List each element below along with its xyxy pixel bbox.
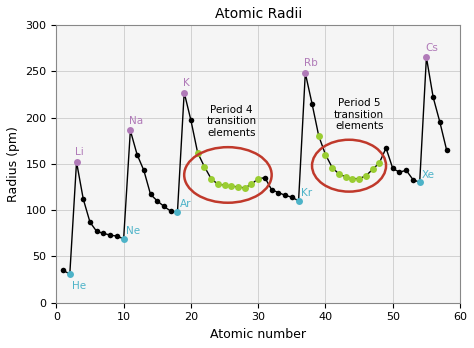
Text: Rb: Rb: [304, 58, 318, 69]
Text: K: K: [183, 78, 190, 88]
Text: Na: Na: [129, 116, 143, 126]
Text: Ar: Ar: [180, 199, 191, 209]
Text: Xe: Xe: [422, 169, 435, 180]
Text: Period 4
transition
elements: Period 4 transition elements: [206, 105, 256, 138]
Text: Kr: Kr: [301, 188, 312, 198]
Text: He: He: [72, 281, 86, 291]
Text: Period 5
transition
elements: Period 5 transition elements: [334, 98, 384, 132]
Title: Atomic Radii: Atomic Radii: [215, 7, 302, 21]
Text: Li: Li: [75, 147, 84, 157]
Text: Cs: Cs: [425, 43, 438, 53]
Y-axis label: Radius (pm): Radius (pm): [7, 126, 20, 202]
Text: Ne: Ne: [126, 226, 140, 236]
X-axis label: Atomic number: Atomic number: [210, 328, 306, 341]
